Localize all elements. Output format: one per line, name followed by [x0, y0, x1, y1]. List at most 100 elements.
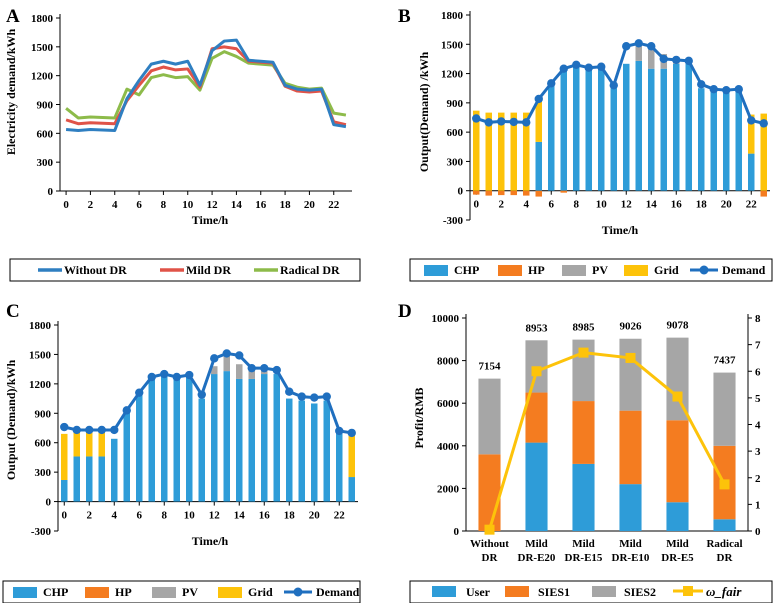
demand-point-b [734, 84, 743, 94]
category-label-d: DR [717, 552, 734, 564]
y-axis-title-d: Profit/RMB [412, 387, 426, 448]
y2-tick-label-d: 8 [755, 313, 761, 325]
legend-swatch-fair-marker [683, 586, 693, 596]
bar-chp-b [698, 88, 705, 191]
series-line-without-dr [65, 38, 347, 132]
demand-point-c [260, 363, 269, 373]
bar-grid-b [510, 112, 517, 191]
x-tick-label-c: 20 [309, 510, 321, 522]
demand-point-c [322, 392, 331, 401]
demand-point-c [172, 372, 181, 382]
bar-hp-b [473, 190, 480, 195]
demand-line-c [63, 351, 352, 435]
bar-sies1-d [666, 420, 689, 503]
y-tick-label-b: 300 [447, 156, 464, 168]
legend-label-demand-c: Demand [316, 585, 360, 599]
demand-point-b [484, 118, 493, 127]
bar-chp-b [685, 63, 692, 191]
category-label-d: DR [482, 552, 499, 564]
fairness-point-d [484, 524, 495, 535]
y2-tick-label-d: 6 [755, 366, 761, 378]
bar-chp-c [111, 438, 118, 502]
legend-box-c [2, 580, 361, 603]
y-tick-label-a: 1200 [31, 71, 54, 83]
y-tick-label-c: 1200 [29, 379, 52, 391]
fairness-point-d [719, 479, 730, 490]
demand-point-b [709, 84, 718, 94]
x-tick-label-a: 0 [63, 199, 69, 211]
legend-label-hp-c: HP [115, 585, 132, 599]
bar-chp-c [98, 456, 105, 502]
bar-chp-b [660, 68, 667, 191]
bar-sies2-d [619, 338, 642, 411]
demand-point-c [235, 351, 244, 360]
y2-tick-label-d: 7 [755, 340, 761, 352]
demand-point-c [110, 425, 119, 435]
y-axis-title-a: Electricity demand/kWh [4, 29, 18, 156]
x-axis-title-b: Time/h [602, 223, 639, 237]
legend-box-d [409, 580, 773, 603]
y-axis-title-b: Output(Demand) /kWh [417, 51, 431, 172]
category-label-d: Mild [525, 538, 548, 550]
demand-point-c [272, 365, 281, 375]
legend-label-fair: ω_fair [706, 584, 742, 599]
legend-label-user: User [466, 585, 491, 599]
bar-chp-b [623, 63, 630, 191]
bar-chp-c [61, 479, 68, 502]
legend-label-pv-c: PV [182, 585, 198, 599]
total-label-d: 7437 [714, 355, 737, 367]
legend-label-grid-b: Grid [654, 263, 679, 277]
bar-grid-b [748, 114, 755, 154]
bar-pv-b [648, 49, 655, 69]
y-tick-label-c: 300 [35, 467, 52, 479]
demand-point-c [210, 354, 219, 363]
y-tick-label-a: 600 [37, 128, 54, 140]
y-tick-label-b: 600 [447, 127, 464, 139]
demand-point-c [197, 390, 206, 399]
demand-point-b [509, 117, 518, 127]
bar-grid-b [498, 112, 505, 191]
legend-swatch-chp-b [424, 265, 448, 276]
bar-chp-b [610, 88, 617, 191]
x-tick-label-b: 0 [474, 199, 480, 211]
demand-point-c [72, 425, 81, 435]
bar-hp-b [498, 190, 505, 196]
category-label-d: DR-E5 [661, 552, 694, 564]
bar-chp-b [748, 153, 755, 191]
bar-chp-c [286, 398, 293, 502]
bar-chp-c [348, 477, 355, 502]
series-line-radical-dr [65, 50, 347, 120]
legend-label-demand-b: Demand [722, 263, 766, 277]
x-tick-label-c: 6 [137, 510, 143, 522]
bar-grid-c [86, 431, 93, 457]
bar-chp-c [273, 374, 280, 502]
x-tick-label-c: 18 [284, 510, 296, 522]
y-tick-label-c: -300 [31, 526, 52, 538]
x-tick-label-b: 20 [721, 199, 733, 211]
bar-chp-c [86, 456, 93, 502]
bar-chp-c [336, 430, 343, 502]
x-tick-label-a: 12 [207, 199, 219, 211]
bar-hp-b [523, 190, 530, 196]
legend-label-radical-dr: Radical DR [280, 263, 340, 277]
panel-a: A Electricity demand/kWh Time/h 0 300 600 9… [4, 6, 361, 282]
bar-pv-b [635, 46, 642, 61]
bar-chp-c [73, 456, 80, 502]
bar-sies2-d [666, 337, 689, 421]
bar-chp-b [735, 90, 742, 191]
bar-hp-b [760, 190, 767, 197]
y-tick-label-c: 0 [46, 497, 52, 509]
panel-letter-d: D [398, 301, 412, 322]
x-tick-label-b: 22 [746, 199, 758, 211]
legend-label-pv-b: PV [592, 263, 608, 277]
x-tick-label-a: 20 [304, 199, 316, 211]
x-axis-title-a: Time/h [192, 213, 229, 227]
y-tick-label-d: 4000 [437, 441, 460, 453]
demand-point-c [247, 363, 256, 373]
bar-chp-c [173, 378, 180, 502]
x-tick-label-c: 2 [87, 510, 93, 522]
y-tick-label-c: 600 [35, 438, 52, 450]
y-tick-label-c: 900 [35, 408, 52, 420]
bar-chp-b [723, 93, 730, 191]
bar-chp-c [311, 403, 318, 502]
